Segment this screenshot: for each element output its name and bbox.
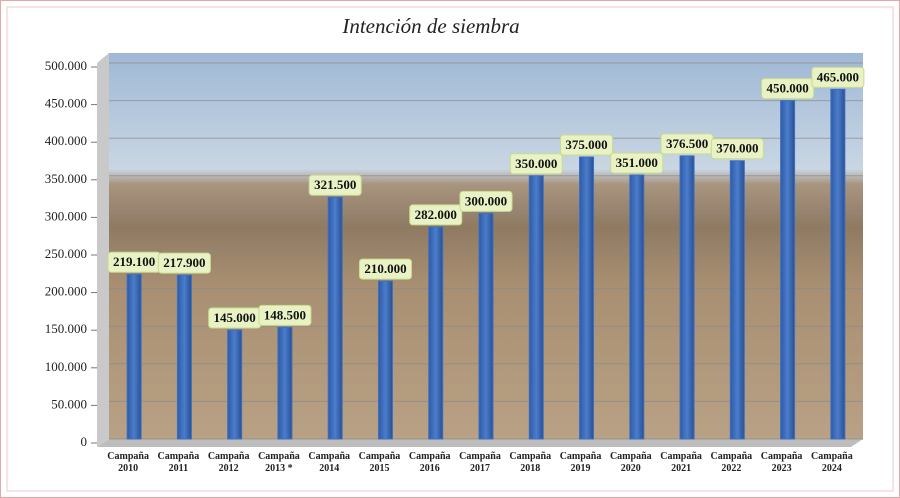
bar (478, 212, 494, 440)
y-tick-label: 150.000 (45, 321, 87, 336)
y-tick-label: 450.000 (45, 96, 87, 111)
y-tick-label: 500.000 (45, 58, 87, 73)
value-label-box (710, 138, 764, 160)
value-label: 350.000 (515, 156, 557, 171)
x-tick-label: Campaña 2024 (811, 451, 853, 474)
y-tick-label: 0 (81, 434, 88, 449)
bar (277, 326, 293, 440)
value-label: 370.000 (716, 141, 758, 156)
value-label-box (157, 252, 211, 274)
value-label-box (761, 78, 815, 100)
bar (629, 174, 645, 440)
x-tick-label: Campaña 2023 (760, 451, 803, 474)
x-tick-label: Campaña 2010 (107, 451, 149, 474)
value-label-box (409, 204, 463, 226)
value-label: 282.000 (415, 207, 457, 222)
y-tick-label: 350.000 (45, 171, 87, 186)
bar (679, 155, 695, 440)
bar (830, 88, 846, 440)
x-tick-label: Campaña 2014 (308, 451, 351, 474)
left-wall (97, 53, 109, 447)
value-label: 321.500 (314, 177, 356, 192)
bar (176, 274, 192, 440)
x-tick-label: Campaña 2019 (559, 451, 602, 474)
value-label: 351.000 (616, 155, 658, 170)
y-tick-label: 100.000 (45, 359, 87, 374)
value-label: 376.500 (666, 136, 708, 151)
value-label-box (358, 258, 412, 280)
bar (126, 273, 142, 440)
value-label: 210.000 (364, 261, 406, 276)
y-tick-label: 300.000 (45, 208, 87, 223)
x-tick-label: Campaña 2013 * (258, 451, 300, 474)
x-tick-label: Campaña 2012 (207, 451, 250, 474)
value-label: 145.000 (214, 310, 256, 325)
value-label: 219.100 (113, 254, 155, 269)
y-tick-label: 200.000 (45, 284, 87, 299)
bar (528, 175, 544, 440)
value-label-box (509, 153, 563, 175)
value-label: 375.000 (565, 137, 607, 152)
x-tick-label: Campaña 2020 (609, 451, 652, 474)
bar (227, 329, 243, 440)
value-label-box (811, 66, 865, 88)
y-tick-label: 50.000 (51, 396, 87, 411)
bar (327, 196, 343, 440)
value-label-box (258, 304, 312, 326)
x-tick-label: Campaña 2017 (459, 451, 501, 474)
value-label: 217.900 (163, 255, 205, 270)
x-tick-label: Campaña 2011 (157, 451, 200, 474)
value-label: 300.000 (465, 193, 507, 208)
value-label: 465.000 (817, 69, 859, 84)
chart-title: Intención de siembra (341, 14, 519, 38)
floor (97, 439, 863, 447)
y-tick-label: 250.000 (45, 246, 87, 261)
bar (780, 100, 796, 440)
value-label-box (610, 152, 664, 174)
bar (579, 156, 595, 440)
x-tick-label: Campaña 2016 (408, 451, 451, 474)
x-tick-label: Campaña 2022 (710, 451, 753, 474)
value-label-box (560, 134, 614, 156)
x-tick-label: Campaña 2021 (660, 451, 702, 474)
y-tick-label: 400.000 (45, 133, 87, 148)
bar (377, 280, 393, 440)
x-tick-label: Campaña 2018 (509, 451, 552, 474)
value-label-box (459, 190, 513, 212)
bar (729, 160, 745, 440)
bar (428, 226, 444, 440)
value-label: 148.500 (264, 307, 306, 322)
value-label-box (308, 174, 362, 196)
value-label: 450.000 (766, 81, 808, 96)
x-tick-label: Campaña 2015 (358, 451, 401, 474)
